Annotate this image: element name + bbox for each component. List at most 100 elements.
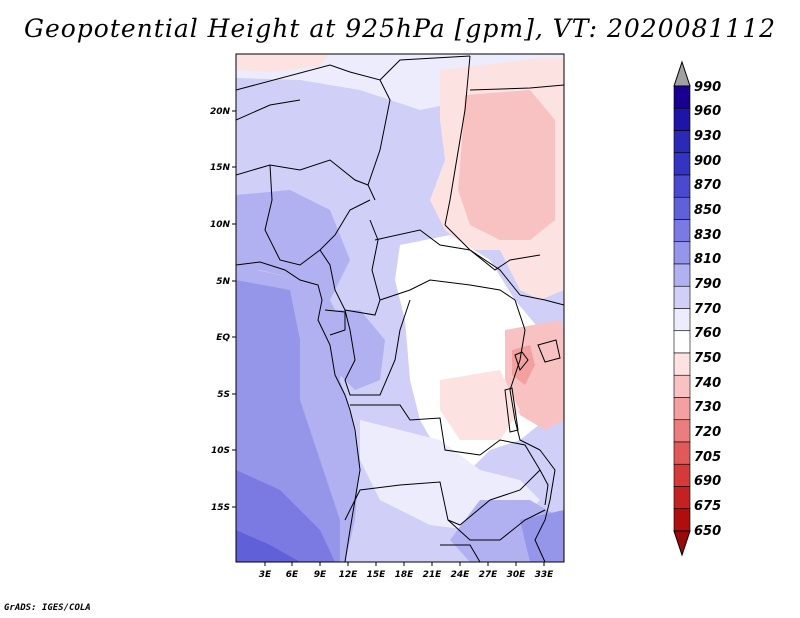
colorbar-label-830: 830 xyxy=(694,228,721,243)
colorbar-label-690: 690 xyxy=(694,474,721,489)
field-east-warmer xyxy=(458,90,555,240)
boundary-congo xyxy=(344,299,411,396)
boundary-cameroon xyxy=(319,219,381,316)
lon-label-24e: 24E xyxy=(451,570,471,580)
colorbar-label-810: 810 xyxy=(694,252,721,267)
boundary-lake-tanganyika xyxy=(504,387,519,433)
colorbar-label-760: 760 xyxy=(694,326,721,341)
colorbar-cell xyxy=(673,441,691,465)
boundary-east-africa xyxy=(519,294,564,306)
colorbar-cell xyxy=(673,85,691,109)
lat-label-10s: 10S xyxy=(211,446,230,456)
chart-title: Geopotential Height at 925hPa [gpm], VT:… xyxy=(23,14,777,43)
lon-label-12e: 12E xyxy=(339,570,359,580)
colorbar-cell xyxy=(673,308,691,332)
boundary-zimbabwe xyxy=(447,509,546,541)
lon-label-33e: 33E xyxy=(535,570,555,580)
field-gabon-cool xyxy=(320,310,385,390)
boundary-sahel-2 xyxy=(236,99,301,121)
coastline xyxy=(236,261,361,562)
colorbar-cell xyxy=(673,152,691,176)
height-field xyxy=(236,54,564,562)
boundary-gabon xyxy=(324,309,346,336)
colorbar-cell xyxy=(673,285,691,309)
colorbar-label-650: 650 xyxy=(694,524,721,539)
colorbar-top-arrow xyxy=(673,60,691,87)
lat-label-15s: 15S xyxy=(211,503,230,513)
colorbar-label-960: 960 xyxy=(694,104,721,119)
boundary-car xyxy=(374,229,521,296)
field-west-cool xyxy=(236,190,350,300)
boundary-mozambique xyxy=(534,449,556,562)
colorbar-label-790: 790 xyxy=(694,277,721,292)
field-atlantic-coolest xyxy=(236,470,335,562)
colorbar-label-770: 770 xyxy=(694,302,721,317)
lat-axis: 20N 15N 10N 5N EQ 5S 10S 15S xyxy=(210,107,236,513)
boundary-nigeria xyxy=(264,164,371,266)
colorbar-cell xyxy=(673,263,691,287)
boundary-sudan-south xyxy=(444,224,541,271)
lat-label-20n: 20N xyxy=(210,107,231,117)
lat-label-15n: 15N xyxy=(210,163,231,173)
colorbar-cell xyxy=(673,107,691,131)
colorbar-cell xyxy=(673,419,691,443)
colorbar-label-740: 740 xyxy=(694,376,721,391)
boundary-lake-victoria xyxy=(537,339,561,363)
boundary-ethiopia xyxy=(469,84,564,91)
colorbar-cell xyxy=(673,330,691,354)
boundary-botswana xyxy=(440,544,481,562)
boundary-drc-east xyxy=(509,299,541,451)
lat-label-5n: 5N xyxy=(216,277,230,287)
lon-label-21e: 21E xyxy=(423,570,443,580)
colorbar-cell xyxy=(673,130,691,154)
colorbar-cells xyxy=(673,85,691,532)
lon-label-27e: 27E xyxy=(479,570,499,580)
boundary-malawi xyxy=(539,469,549,506)
colorbar-label-850: 850 xyxy=(694,203,721,218)
boundary-drc-north xyxy=(379,279,516,301)
colorbar-labels: 990 960 930 900 870 850 830 810 790 770 … xyxy=(694,80,721,539)
lon-label-15e: 15E xyxy=(367,570,387,580)
colorbar-label-720: 720 xyxy=(694,425,721,440)
colorbar-cell xyxy=(673,241,691,265)
colorbar-cell xyxy=(673,196,691,220)
colorbar-cell xyxy=(673,174,691,198)
field-north-pale xyxy=(236,54,330,72)
colorbar-cell xyxy=(673,508,691,532)
lon-label-3e: 3E xyxy=(259,570,272,580)
lat-label-10n: 10N xyxy=(210,220,231,230)
map-frame xyxy=(235,53,565,563)
colorbar-cell xyxy=(673,486,691,510)
boundary-north-1 xyxy=(236,55,471,91)
boundary-angola-north xyxy=(350,404,481,456)
boundary-north-2 xyxy=(367,79,391,201)
lon-label-30e: 30E xyxy=(507,570,527,580)
colorbar-label-705: 705 xyxy=(694,450,721,465)
boundary-lake-1 xyxy=(514,351,529,372)
colorbar: 990 960 930 900 870 850 830 810 790 770 … xyxy=(673,60,721,557)
colorbar-label-870: 870 xyxy=(694,178,721,193)
field-lakes-warm xyxy=(505,320,564,430)
colorbar-label-730: 730 xyxy=(694,400,721,415)
colorbar-label-675: 675 xyxy=(694,499,721,514)
boundary-angola-south xyxy=(344,481,461,526)
boundary-sahel-1 xyxy=(236,159,369,186)
grads-credit: GrADS: IGES/COLA xyxy=(4,603,91,613)
boundary-libya-sudan xyxy=(444,55,471,226)
field-se-cooler xyxy=(520,510,564,562)
colorbar-cell xyxy=(673,374,691,398)
country-boundaries xyxy=(236,55,564,562)
colorbar-label-930: 930 xyxy=(694,129,721,144)
colorbar-label-990: 990 xyxy=(694,80,721,95)
field-sw-deep xyxy=(236,530,300,562)
colorbar-cell xyxy=(673,352,691,376)
colorbar-cell xyxy=(673,219,691,243)
field-congo-pale xyxy=(440,370,520,440)
lat-label-5s: 5S xyxy=(217,390,230,400)
colorbar-label-900: 900 xyxy=(694,154,721,169)
lat-label-eq: EQ xyxy=(216,333,230,343)
lon-label-9e: 9E xyxy=(314,570,327,580)
lon-label-18e: 18E xyxy=(395,570,415,580)
lon-label-6e: 6E xyxy=(286,570,299,580)
